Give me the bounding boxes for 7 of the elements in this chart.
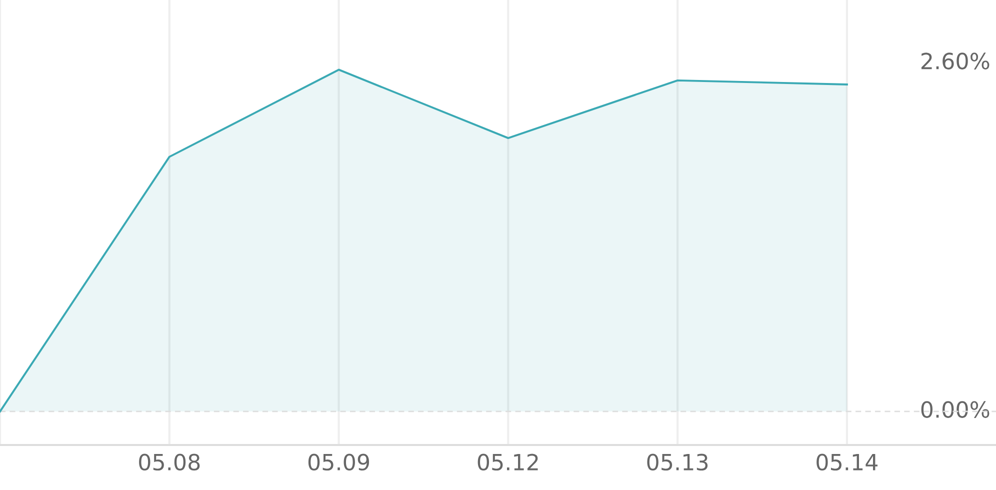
y-tick-label: 0.00% bbox=[921, 401, 990, 418]
x-tick-label: 05.09 bbox=[308, 454, 370, 471]
x-tick-label: 05.14 bbox=[816, 454, 878, 471]
y-tick-label: 2.60% bbox=[921, 52, 990, 70]
x-tick-label: 05.13 bbox=[647, 454, 708, 471]
x-tick-label: 05.08 bbox=[139, 454, 200, 471]
x-tick-label: 05.12 bbox=[478, 454, 538, 471]
